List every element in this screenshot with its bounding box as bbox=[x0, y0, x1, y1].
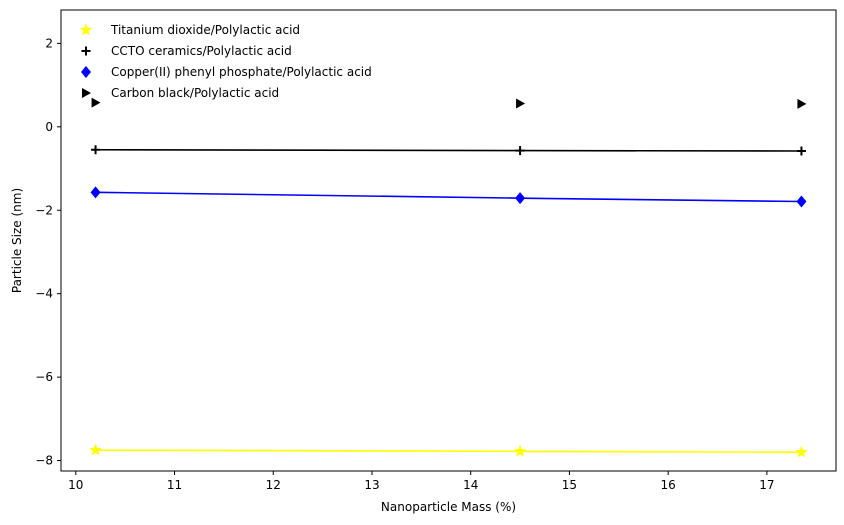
y-tick-label: −2 bbox=[35, 203, 53, 217]
legend-label: CCTO ceramics/Polylactic acid bbox=[111, 44, 292, 58]
series-0 bbox=[89, 443, 808, 458]
data-point bbox=[515, 192, 526, 205]
x-tick-label: 17 bbox=[759, 478, 774, 492]
x-axis: 10 11 12 13 14 15 16 17 bbox=[68, 471, 775, 492]
plot-area bbox=[89, 97, 808, 458]
legend-label: Titanium dioxide/Polylactic acid bbox=[110, 23, 300, 37]
data-point bbox=[797, 98, 807, 109]
y-tick-label: −4 bbox=[35, 287, 53, 301]
data-point bbox=[90, 186, 101, 199]
legend-marker bbox=[81, 66, 91, 78]
legend: Titanium dioxide/Polylactic acid CCTO cer… bbox=[79, 23, 372, 100]
series-2 bbox=[90, 186, 807, 208]
legend-label: Carbon black/Polylactic acid bbox=[111, 86, 279, 100]
data-point bbox=[91, 145, 101, 155]
x-tick-label: 12 bbox=[266, 478, 281, 492]
legend-marker bbox=[82, 88, 91, 98]
series-line bbox=[95, 148, 802, 152]
data-point bbox=[795, 445, 808, 458]
series-line bbox=[95, 191, 802, 203]
x-tick-label: 11 bbox=[167, 478, 182, 492]
y-tick-label: 2 bbox=[45, 36, 53, 50]
data-point bbox=[515, 146, 525, 156]
data-point bbox=[516, 98, 526, 109]
data-point bbox=[513, 444, 527, 457]
x-tick-label: 14 bbox=[463, 478, 478, 492]
y-axis: −8 −6 −4 −2 0 2 bbox=[35, 36, 61, 468]
plot-frame bbox=[60, 9, 837, 472]
x-axis-title: Nanoparticle Mass (%) bbox=[381, 500, 516, 514]
x-tick-label: 16 bbox=[661, 478, 676, 492]
legend-marker bbox=[81, 46, 91, 56]
x-tick-label: 10 bbox=[68, 478, 83, 492]
data-point bbox=[796, 146, 806, 156]
series-1 bbox=[91, 145, 806, 156]
x-tick-label: 13 bbox=[364, 478, 379, 492]
y-tick-label: 0 bbox=[45, 120, 53, 134]
y-tick-label: −6 bbox=[35, 370, 53, 384]
x-tick-label: 15 bbox=[562, 478, 577, 492]
legend-label: Copper(II) phenyl phosphate/Polylactic a… bbox=[111, 65, 372, 79]
data-point bbox=[89, 443, 102, 456]
legend-marker bbox=[79, 23, 93, 36]
y-axis-title: Particle Size (nm) bbox=[10, 188, 24, 293]
series-line bbox=[95, 449, 802, 454]
series-3 bbox=[91, 97, 807, 109]
y-tick-label: −8 bbox=[35, 454, 53, 468]
data-point bbox=[91, 97, 101, 108]
data-point bbox=[796, 195, 807, 208]
